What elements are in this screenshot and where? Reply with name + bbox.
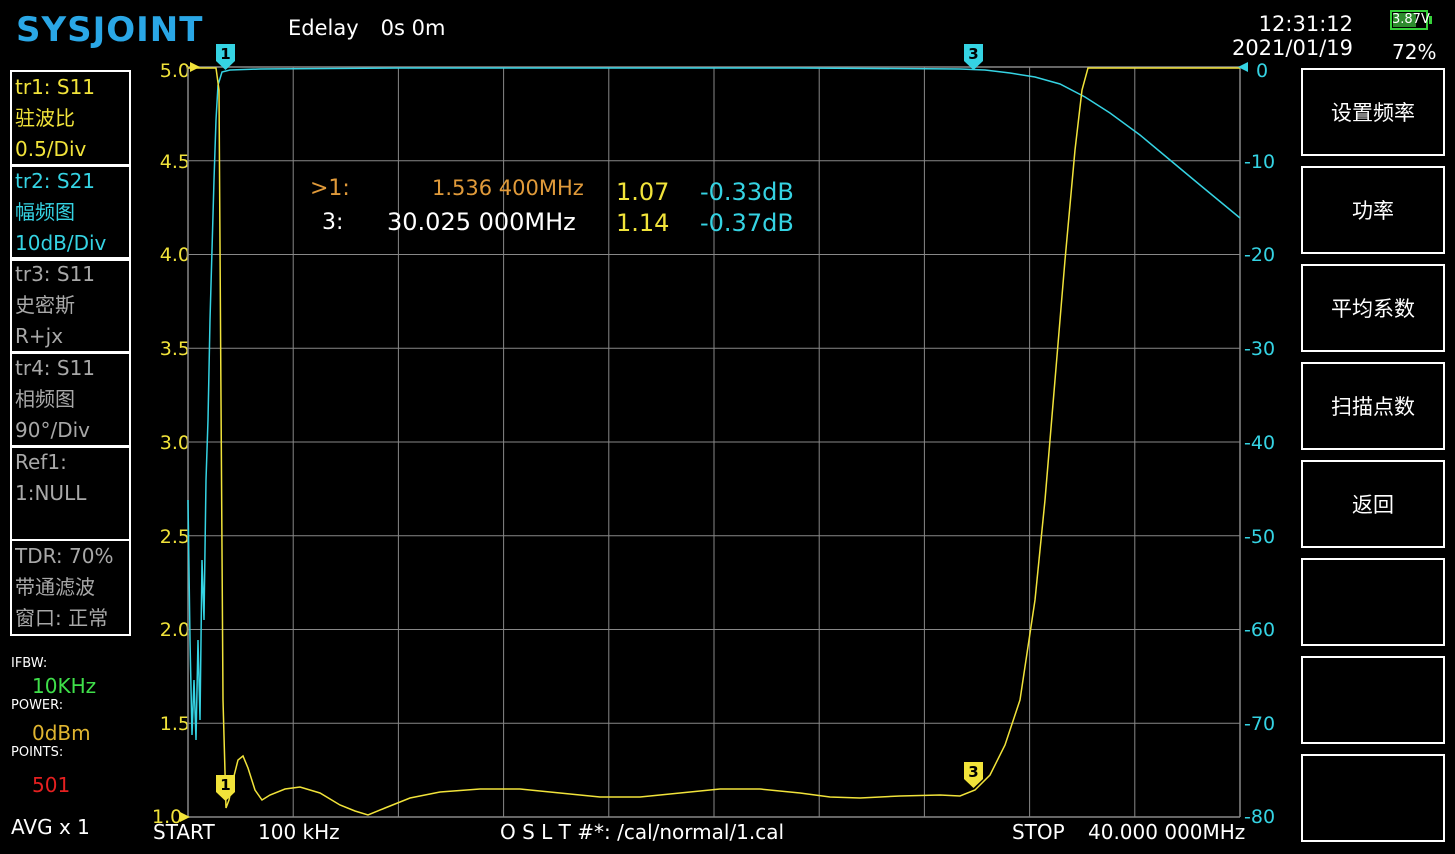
trace-4-param: tr4: S11	[15, 356, 96, 380]
trace-1-param: tr1: S11	[15, 75, 96, 99]
y-left-tick: 4.0	[159, 244, 190, 266]
trace-2-box[interactable]: tr2: S21 幅频图 10dB/Div	[10, 164, 131, 261]
marker-1-prefix: >1:	[310, 176, 350, 201]
marker-3-top-label: 3	[968, 45, 978, 63]
softkey-empty-7[interactable]	[1301, 656, 1445, 744]
trace-3-param: tr3: S11	[15, 262, 96, 286]
plot-grid	[187, 66, 1241, 818]
trace-3-box[interactable]: tr3: S11 史密斯 R+jx	[10, 257, 131, 354]
trace-3-scale: R+jx	[15, 324, 64, 348]
y-left-tick: 4.5	[159, 151, 190, 173]
tdr-filter: 带通滤波	[15, 575, 95, 599]
ref-box[interactable]: Ref1: 1:NULL	[10, 445, 131, 541]
ref-value: 1:NULL	[15, 481, 87, 505]
tdr-window: 窗口: 正常	[15, 606, 109, 630]
y-left-tick: 1.0	[152, 806, 183, 828]
date-display: 2021/01/19	[1231, 36, 1353, 60]
marker-1-bottom-label: 1	[220, 776, 230, 794]
battery-percent: 72%	[1392, 40, 1437, 64]
y-right-tick: -60	[1244, 619, 1276, 641]
trace-4-scale: 90°/Div	[15, 418, 90, 442]
ref-label: Ref1:	[15, 450, 67, 474]
marker-1-swr: 1.07	[616, 178, 670, 206]
clock: 12:31:12 2021/01/19	[1232, 12, 1353, 60]
marker-1-top-flag[interactable]: 1	[216, 44, 235, 70]
stop-value[interactable]: 40.000 000MHz	[1088, 820, 1246, 844]
marker-3-prefix: 3:	[322, 210, 344, 235]
trace-2-line	[187, 67, 1241, 741]
softkey-empty-6[interactable]	[1301, 558, 1445, 646]
trace-2-param: tr2: S21	[15, 169, 96, 193]
y-left-tick: 1.5	[159, 713, 190, 735]
y-left-tick: 5.0	[159, 60, 190, 82]
trace-1-scale: 0.5/Div	[15, 137, 87, 161]
softkey-sweep-points[interactable]: 扫描点数	[1301, 362, 1445, 450]
power-value[interactable]: 0dBm	[32, 721, 91, 745]
trace-2-scale: 10dB/Div	[15, 231, 107, 255]
marker-3-top-flag[interactable]: 3	[964, 44, 983, 70]
plot-area[interactable]: 1 3 1 3	[0, 0, 1300, 854]
y-left-tick: 2.5	[159, 526, 190, 548]
y-right-tick: -30	[1244, 338, 1276, 360]
marker-3-bottom-label: 3	[968, 763, 978, 781]
start-label: START	[153, 820, 215, 844]
marker-1-bottom-flag[interactable]: 1	[216, 775, 235, 801]
marker-1-freq: 1.536 400MHz	[432, 176, 584, 200]
y-right-tick: -10	[1244, 151, 1276, 173]
power-label: POWER:	[11, 698, 64, 713]
softkey-empty-8[interactable]	[1301, 754, 1445, 842]
marker-3-swr: 1.14	[616, 209, 670, 237]
battery-icon: 3.87V	[1390, 10, 1432, 30]
y-right-tick: 0	[1256, 60, 1269, 82]
softkey-set-frequency[interactable]: 设置频率	[1301, 68, 1445, 156]
y-right-tick: -50	[1244, 526, 1276, 548]
trace-1-box[interactable]: tr1: S11 驻波比 0.5/Div	[10, 70, 131, 167]
marker-3-db: -0.37dB	[700, 209, 794, 237]
marker-1-db: -0.33dB	[700, 178, 794, 206]
avg-readout: AVG x 1	[11, 815, 90, 839]
cal-file: O S L T #*: /cal/normal/1.cal	[500, 820, 785, 844]
brand-logo: SYSJOINT	[16, 10, 204, 50]
trace-1-format: 驻波比	[15, 106, 75, 130]
trace-4-format: 相频图	[15, 387, 75, 411]
battery-voltage: 3.87V	[1392, 12, 1430, 27]
y-left-tick: 2.0	[159, 619, 190, 641]
y-left-tick: 3.0	[159, 432, 190, 454]
y-left-tick: 3.5	[159, 338, 190, 360]
tdr-box[interactable]: TDR: 70% 带通滤波 窗口: 正常	[10, 539, 131, 636]
softkey-average-factor[interactable]: 平均系数	[1301, 264, 1445, 352]
softkey-return[interactable]: 返回	[1301, 460, 1445, 548]
stop-label: STOP	[1012, 820, 1065, 844]
ref-arrow-left-top-icon	[190, 62, 200, 72]
ref-arrow-right-top-icon	[1238, 62, 1248, 72]
y-right-tick: -40	[1244, 432, 1276, 454]
y-right-tick: -20	[1244, 244, 1276, 266]
battery-fill	[1393, 13, 1417, 27]
tdr-label: TDR: 70%	[15, 544, 114, 568]
ifbw-label: IFBW:	[11, 656, 48, 671]
edelay-label: Edelay	[288, 16, 359, 40]
points-value[interactable]: 501	[32, 773, 71, 797]
points-label: POINTS:	[11, 745, 64, 760]
trace-3-format: 史密斯	[15, 293, 75, 317]
start-value[interactable]: 100 kHz	[258, 820, 340, 844]
time-display: 12:31:12	[1258, 12, 1353, 36]
y-right-tick: -70	[1244, 713, 1276, 735]
ref-arrow-left-bottom-icon	[180, 812, 190, 822]
marker-1-top-label: 1	[220, 45, 230, 63]
ifbw-value[interactable]: 10KHz	[32, 674, 97, 698]
marker-3-bottom-flag[interactable]: 3	[964, 762, 983, 788]
edelay-value: 0s 0m	[380, 16, 446, 40]
edelay-readout: Edelay 0s 0m	[288, 16, 467, 40]
trace-2-format: 幅频图	[15, 200, 75, 224]
marker-3-freq: 30.025 000MHz	[387, 208, 576, 236]
softkey-power[interactable]: 功率	[1301, 166, 1445, 254]
y-right-tick: -80	[1244, 806, 1276, 828]
trace-4-box[interactable]: tr4: S11 相频图 90°/Div	[10, 351, 131, 448]
